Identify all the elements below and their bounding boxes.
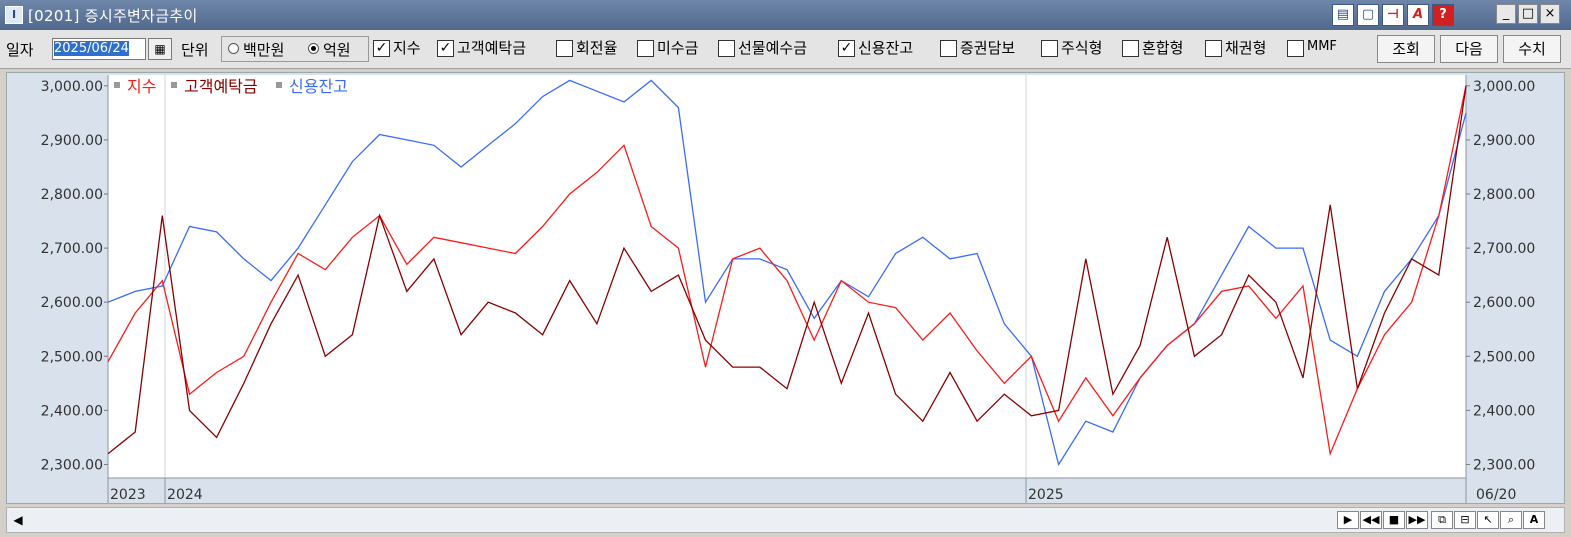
checkbox-futures-deposit[interactable] — [718, 40, 735, 57]
legend-label: 신용잔고 — [289, 77, 348, 96]
cursor-icon[interactable]: ↖ — [1477, 511, 1499, 529]
checkbox-label: 주식형 — [1061, 39, 1103, 57]
y-tick-label-right: 3,000.00 — [1473, 79, 1535, 95]
plot-area — [108, 75, 1466, 478]
x-tick-label: 2025 — [1028, 487, 1064, 503]
checkbox-label: 증권담보 — [960, 39, 1016, 57]
legend-label: 고객예탁금 — [184, 77, 258, 96]
x-tick-label: 2024 — [167, 487, 203, 503]
fast-forward-icon[interactable]: ▶▶ — [1406, 511, 1428, 529]
checkbox-label: 혼합형 — [1142, 39, 1184, 57]
y-tick-label-right: 2,400.00 — [1473, 403, 1535, 419]
checkbox-label: 고객예탁금 — [457, 39, 527, 57]
layout-icon[interactable]: ▤ — [1332, 4, 1354, 26]
x-last-label: 06/20 — [1476, 487, 1516, 503]
text-tool-icon[interactable]: A — [1523, 511, 1545, 529]
toolbar: 일자 2025/06/24 ▦ 단위 백만원 억원 ✓ 지수 ✓ 고객예탁금 회… — [0, 30, 1571, 69]
legend-label: 지수 — [127, 77, 156, 96]
stop-icon[interactable]: ■ — [1383, 511, 1405, 529]
next-button[interactable]: 다음 — [1440, 35, 1498, 63]
split-window-icon[interactable]: ⊟ — [1454, 511, 1476, 529]
checkbox-label: 신용잔고 — [858, 39, 914, 57]
rewind-icon[interactable]: ◀◀ — [1360, 511, 1382, 529]
date-label: 일자 — [6, 41, 34, 59]
checkbox-mixed-fund[interactable] — [1122, 40, 1139, 57]
line-chart: 3,000.00 3,000.00 2,900.00 2,900.00 2,800.00… — [41, 75, 1535, 503]
checkbox-label: 회전율 — [576, 39, 618, 57]
y-tick-label-right: 2,500.00 — [1473, 349, 1535, 365]
checkbox-label: 미수금 — [657, 39, 699, 57]
y-tick-label-left: 2,600.00 — [41, 295, 103, 311]
checkbox-bond-fund[interactable] — [1205, 40, 1222, 57]
checkbox-label: 채권형 — [1225, 39, 1267, 57]
y-tick-label-left: 2,500.00 — [41, 349, 103, 365]
unit-radio-group: 백만원 억원 — [221, 36, 369, 62]
y-tick-label-right: 2,600.00 — [1473, 295, 1535, 311]
unit-label: 단위 — [181, 41, 209, 59]
legend-marker — [114, 82, 120, 88]
checkbox-customer-deposit[interactable]: ✓ — [437, 40, 454, 57]
date-input[interactable]: 2025/06/24 — [52, 38, 146, 60]
checkbox-label: 지수 — [393, 39, 421, 57]
magnifier-icon[interactable]: ⌕ — [1500, 511, 1522, 529]
checkbox-mmf[interactable] — [1287, 40, 1304, 57]
legend-marker — [276, 82, 282, 88]
restore-button[interactable]: □ — [1518, 4, 1538, 24]
checkbox-label: MMF — [1307, 39, 1337, 54]
help-icon[interactable]: ? — [1432, 4, 1454, 26]
app-icon: I — [5, 6, 23, 24]
zoom-window-icon[interactable]: ⧉ — [1431, 511, 1453, 529]
y-tick-label-left: 2,400.00 — [41, 403, 103, 419]
y-tick-label-left: 2,800.00 — [41, 187, 103, 203]
window-icon[interactable]: ▢ — [1357, 4, 1379, 26]
close-button[interactable]: × — [1540, 4, 1560, 24]
checkbox-turnover[interactable] — [556, 40, 573, 57]
values-button[interactable]: 수치 — [1503, 35, 1561, 63]
checkbox-receivables[interactable] — [637, 40, 654, 57]
chart-panel[interactable]: 3,000.00 3,000.00 2,900.00 2,900.00 2,800.00… — [6, 72, 1565, 504]
legend-marker — [171, 82, 177, 88]
y-tick-label-left: 2,900.00 — [41, 133, 103, 149]
x-tick-label: 2023 — [110, 487, 146, 503]
y-tick-label-right: 2,300.00 — [1473, 457, 1535, 473]
checkbox-collateral[interactable] — [940, 40, 957, 57]
unit-option-label: 백만원 — [243, 41, 285, 59]
pin-icon[interactable]: ⊣ — [1382, 4, 1404, 26]
series-line-고객예탁금 — [107, 85, 1467, 455]
window-title: [0201] 증시주변자금추이 — [28, 7, 198, 25]
y-tick-label-left: 3,000.00 — [41, 79, 103, 95]
y-tick-label-left: 2,700.00 — [41, 241, 103, 257]
scroll-left-icon[interactable]: ◀ — [13, 513, 23, 527]
calendar-icon[interactable]: ▦ — [148, 38, 172, 60]
series-line-신용잔고 — [107, 79, 1467, 467]
play-icon[interactable]: ▶ — [1337, 511, 1359, 529]
series-line-지수 — [107, 85, 1467, 457]
checkbox-label: 선물예수금 — [738, 39, 808, 57]
title-bar: I [0201] 증시주변자금추이 ▤ ▢ ⊣ A ? _ □ × — [0, 0, 1571, 30]
chart-scrollbar[interactable]: ◀ ▶ ◀◀ ■ ▶▶ ⧉ ⊟ ↖ ⌕ A — [6, 507, 1565, 533]
y-tick-label-right: 2,900.00 — [1473, 133, 1535, 149]
checkbox-credit-balance[interactable]: ✓ — [838, 40, 855, 57]
query-button[interactable]: 조회 — [1377, 35, 1435, 63]
checkbox-equity-fund[interactable] — [1041, 40, 1058, 57]
y-tick-label-right: 2,800.00 — [1473, 187, 1535, 203]
minimize-button[interactable]: _ — [1496, 4, 1516, 24]
unit-option-label: 억원 — [323, 41, 351, 59]
checkbox-index[interactable]: ✓ — [373, 40, 390, 57]
unit-radio-million[interactable] — [228, 43, 239, 54]
y-tick-label-right: 2,700.00 — [1473, 241, 1535, 257]
font-icon[interactable]: A — [1407, 4, 1429, 26]
unit-radio-hundred-million[interactable] — [308, 43, 319, 54]
y-tick-label-left: 2,300.00 — [41, 457, 103, 473]
